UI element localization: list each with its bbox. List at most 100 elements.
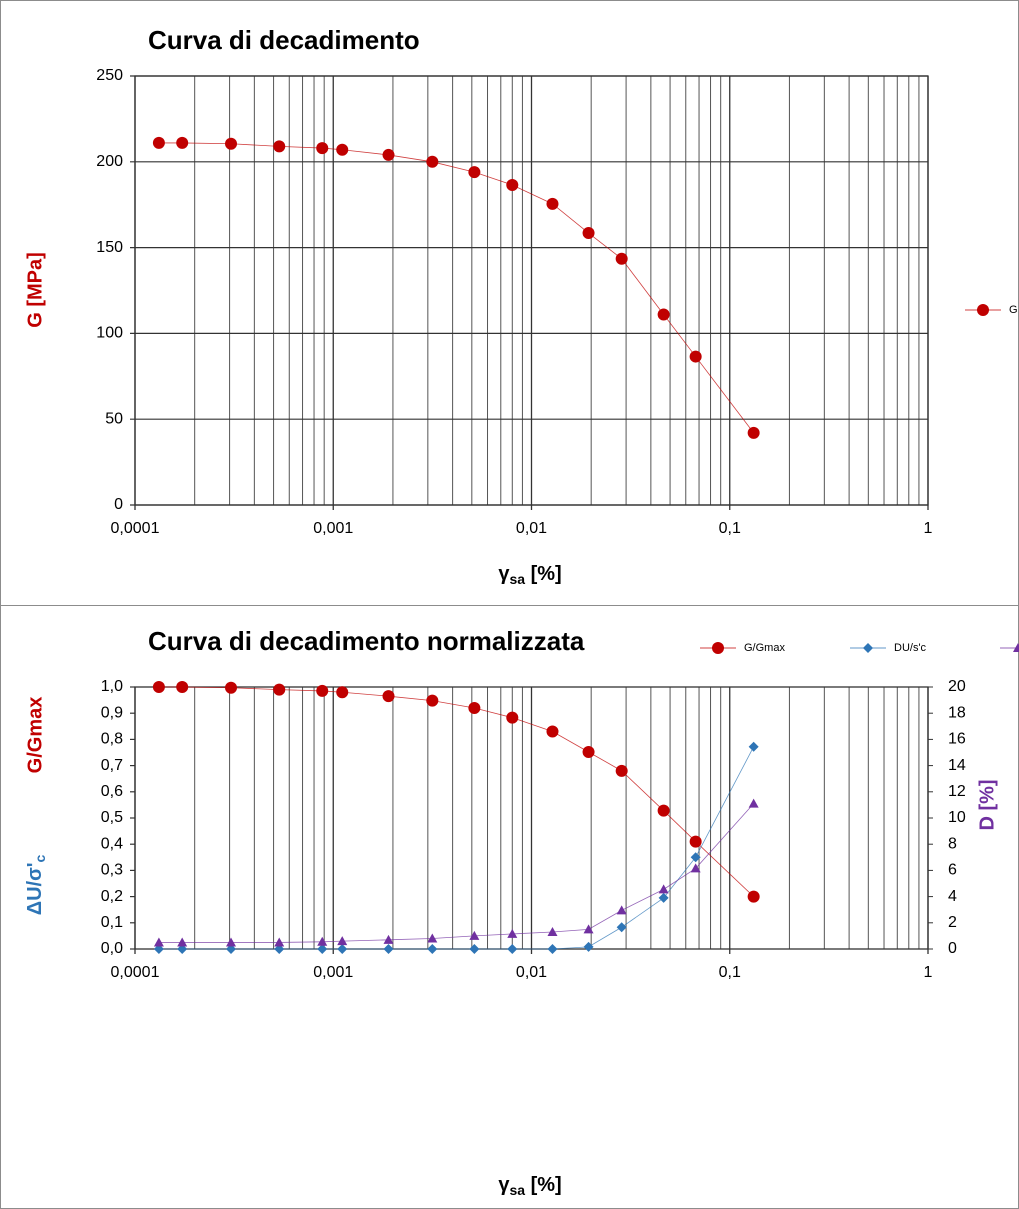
marker (225, 681, 238, 694)
marker (383, 934, 394, 944)
chart-title: Curva di decadimento (148, 25, 420, 55)
marker (273, 140, 286, 153)
x-tick-label: 0,001 (313, 964, 353, 981)
marker (658, 884, 669, 894)
marker (336, 686, 349, 699)
marker (152, 681, 165, 693)
series-line (158, 142, 754, 434)
marker (863, 643, 873, 653)
marker (658, 892, 669, 903)
marker (690, 863, 701, 873)
series-line (158, 746, 755, 950)
series-line (158, 803, 754, 943)
y-tick-label: 100 (96, 325, 123, 342)
marker (336, 143, 349, 156)
marker (712, 642, 724, 654)
y-tick-label: 0,0 (101, 940, 123, 957)
plot-frame (134, 75, 929, 506)
marker (616, 905, 627, 915)
marker (225, 137, 238, 150)
y2-tick-label: 16 (948, 731, 966, 748)
x-label-text: γ (498, 563, 510, 585)
y-axis-label: G [MPa] (24, 252, 46, 328)
x-label-text: γ (498, 1174, 510, 1196)
chart-title: Curva di decadimento normalizzata (148, 626, 585, 656)
y-tick-label: 1,0 (101, 678, 123, 695)
y-label-sub: c (32, 854, 48, 862)
x-tick-label: 0,01 (516, 520, 547, 537)
legend-label: G (1009, 304, 1018, 316)
x-tick-label: 0,001 (313, 520, 353, 537)
x-tick-label: 0,1 (719, 520, 741, 537)
marker (469, 930, 480, 940)
x-label-suffix: [%] (531, 1174, 562, 1196)
x-axis-label: γsa [%] (498, 1174, 561, 1201)
marker (427, 944, 438, 954)
y2-tick-label: 14 (948, 757, 966, 774)
x-tick-label: 1 (924, 520, 933, 537)
marker (316, 684, 329, 697)
x-tick-label: 0,1 (719, 964, 741, 981)
y-tick-label: 0,2 (101, 888, 123, 905)
marker (689, 350, 702, 363)
marker (582, 227, 595, 240)
legend-label: G/Gmax (744, 642, 785, 654)
legend-label: DU/s'c (894, 642, 927, 654)
marker (226, 937, 237, 947)
marker (317, 944, 328, 954)
marker (506, 178, 519, 191)
marker (177, 937, 188, 947)
marker (547, 926, 558, 936)
y-axis-label: G/Gmax (24, 697, 46, 774)
marker (469, 944, 480, 954)
marker (226, 944, 237, 954)
marker (583, 941, 594, 952)
marker (274, 937, 285, 947)
marker (382, 148, 395, 161)
x-tick-label: 0,0001 (111, 520, 160, 537)
y-tick-label: 0 (114, 496, 123, 513)
marker (615, 764, 628, 777)
panel (0, 0, 1019, 606)
x-label-sub: sa (509, 571, 525, 587)
y-tick-label: 0,6 (101, 783, 123, 800)
x-tick-label: 0,0001 (111, 964, 160, 981)
marker (546, 197, 559, 210)
y-axis-label-2: ΔU/σ'c (24, 854, 47, 915)
series-line (158, 686, 754, 897)
y2-tick-label: 4 (948, 888, 957, 905)
marker (176, 681, 189, 693)
marker (1013, 643, 1019, 652)
y-tick-label: 250 (96, 67, 123, 84)
x-tick-label: 1 (924, 964, 933, 981)
marker (153, 944, 164, 954)
marker (273, 683, 286, 696)
marker (507, 928, 518, 938)
y2-tick-label: 18 (948, 704, 966, 721)
marker (177, 944, 188, 954)
marker (506, 711, 519, 724)
marker (547, 944, 558, 954)
y-label-text: ΔU/σ' (24, 862, 46, 915)
marker (690, 852, 701, 863)
marker (615, 252, 628, 265)
marker (382, 690, 395, 703)
y-tick-label: 0,8 (101, 731, 123, 748)
marker (507, 944, 518, 954)
marker (546, 725, 559, 738)
marker (747, 426, 760, 439)
marker (582, 745, 595, 758)
y-tick-label: 150 (96, 239, 123, 256)
y2-axis-label: D [%] (976, 779, 998, 830)
y-tick-label: 0,9 (101, 704, 123, 721)
marker (153, 937, 164, 947)
marker (583, 924, 594, 934)
x-label-suffix: [%] (531, 563, 562, 585)
marker (316, 142, 329, 155)
marker (317, 936, 328, 946)
marker (176, 136, 189, 149)
marker (337, 944, 348, 954)
y-tick-label: 0,4 (101, 835, 123, 852)
y2-tick-label: 0 (948, 940, 957, 957)
